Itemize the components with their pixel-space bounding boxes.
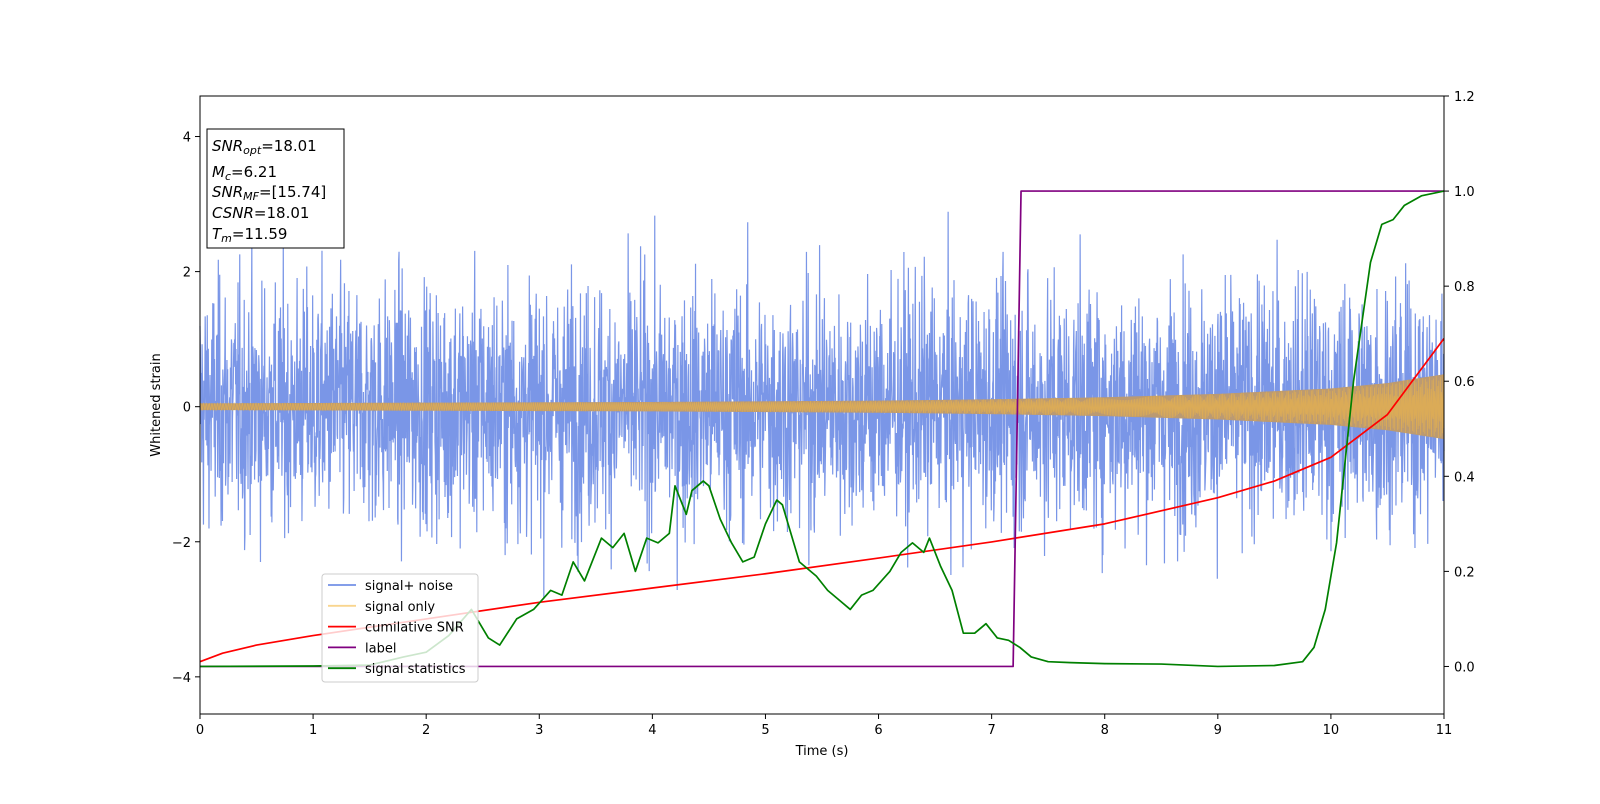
- series-label: [200, 190, 1444, 668]
- x-tick-label: 9: [1214, 723, 1222, 738]
- y2-tick-label: 0.6: [1454, 375, 1475, 390]
- series-lines-layer: [199, 190, 1445, 668]
- y-tick-label: −2: [172, 536, 191, 551]
- x-tick-label: 1: [309, 723, 317, 738]
- plot-frame: [199, 95, 1445, 715]
- legend-label: label: [365, 641, 396, 656]
- legend-frame: [321, 573, 479, 683]
- x-tick-label: 10: [1323, 723, 1340, 738]
- series-cumilative-snr: [199, 337, 1445, 663]
- y2-tick-label: 0.0: [1454, 660, 1475, 675]
- y2-tick-label: 0.2: [1454, 565, 1475, 580]
- info-line: SNRopt=18.01: [212, 137, 317, 157]
- info-box: SNRopt=18.01 Mc=6.21SNRMF=[15.74]CSNR=18.…: [206, 128, 345, 249]
- x-axis-label: Time (s): [795, 744, 849, 759]
- x-tick-label: 8: [1101, 723, 1109, 738]
- x-tick-label: 2: [422, 723, 430, 738]
- y2-tick-label: 1.0: [1454, 185, 1475, 200]
- legend: signal+ noise signal only cumilative SNR la…: [321, 573, 479, 683]
- legend-label: cumilative SNR: [365, 621, 464, 636]
- info-line: CSNR=18.01: [212, 204, 309, 222]
- info-line: SNRMF=[15.74]: [212, 183, 326, 203]
- y2-tick-label: 0.4: [1454, 470, 1475, 485]
- x-tick-label: 5: [761, 723, 769, 738]
- y-tick-label: 2: [183, 266, 191, 281]
- y2-tick-label: 1.2: [1454, 90, 1475, 105]
- x-tick-label: 3: [535, 723, 543, 738]
- y2-tick-label: 0.8: [1454, 280, 1475, 295]
- noise-trace-layer: [199, 211, 1445, 599]
- x-tick-label: 4: [648, 723, 656, 738]
- x-axis: 0 1 2 3 4 5 6 7 8 9 10 11: [196, 714, 1452, 738]
- y-axis-label: Whitened strain: [149, 353, 164, 456]
- y-tick-label: 4: [183, 131, 191, 146]
- y-tick-label: 0: [183, 401, 191, 416]
- series-signal-noise: [199, 211, 1445, 599]
- x-tick-label: 6: [874, 723, 882, 738]
- x-tick-label: 0: [196, 723, 204, 738]
- info-line: Mc=6.21: [212, 163, 277, 183]
- series-signal-statistics: [199, 190, 1445, 668]
- info-box-frame: [206, 128, 345, 249]
- legend-label: signal+ noise: [365, 579, 453, 594]
- y-tick-label: −4: [172, 671, 191, 686]
- x-tick-label: 11: [1436, 723, 1453, 738]
- series-signal-only: [199, 374, 1445, 438]
- signal-only-layer: [199, 374, 1445, 440]
- y-axis-left: −4 −2 0 2 4: [172, 131, 200, 686]
- x-tick-label: 7: [987, 723, 995, 738]
- legend-label: signal statistics: [365, 662, 466, 677]
- info-line: Tm=11.59: [212, 225, 287, 245]
- legend-label: signal only: [365, 600, 435, 615]
- y-axis-right: 0.0 0.2 0.4 0.6 0.8 1.0 1.2: [1444, 90, 1475, 675]
